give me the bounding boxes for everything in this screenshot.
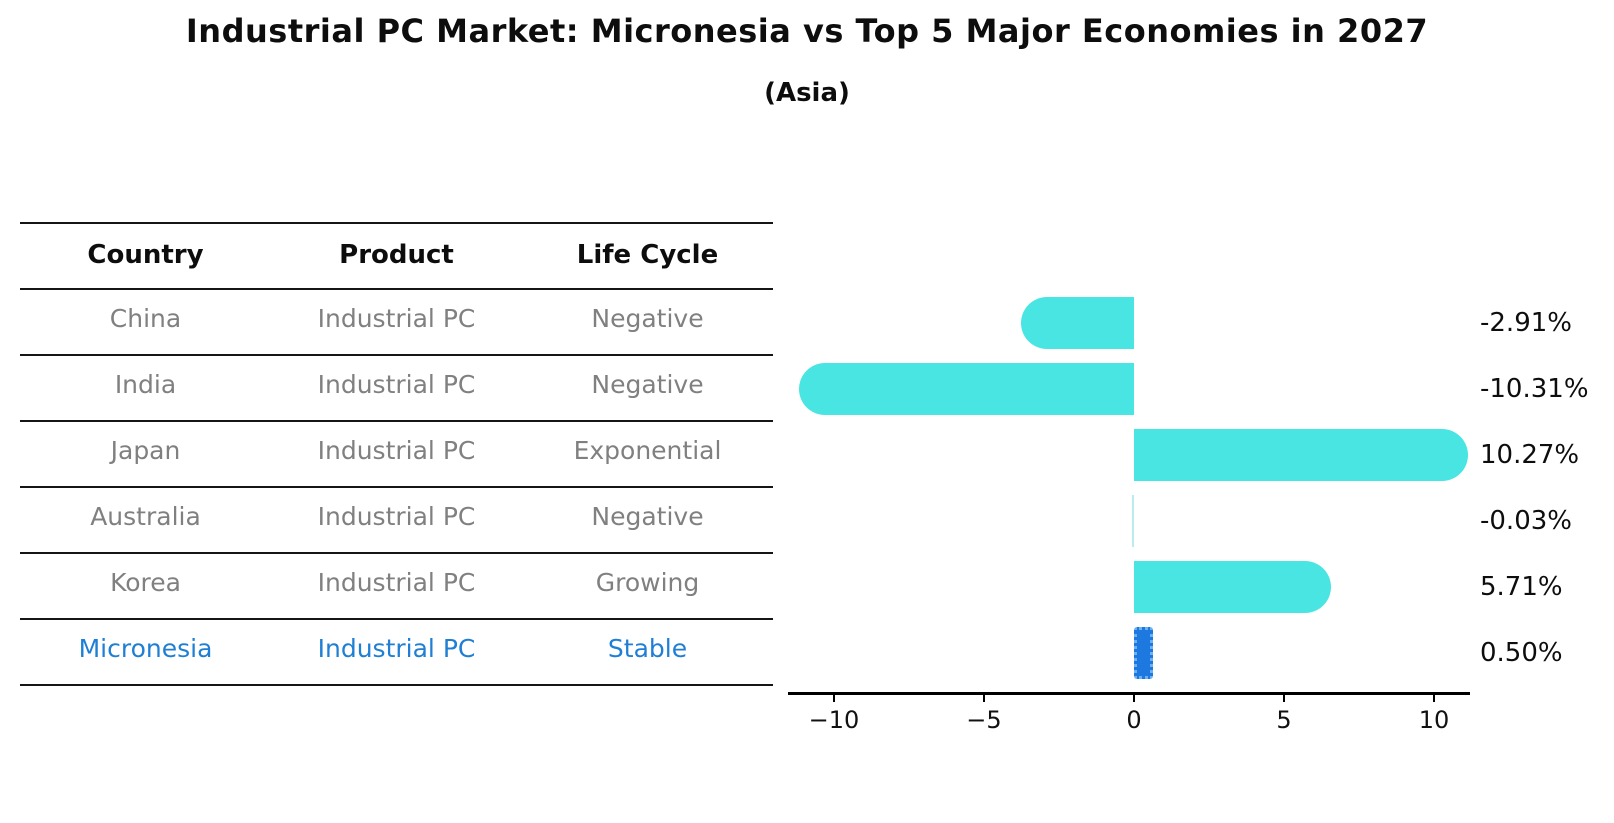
table-row-micronesia: Micronesia Industrial PC Stable	[20, 620, 773, 686]
value-label-japan: 10.27%	[1480, 440, 1580, 470]
value-label-korea: 5.71%	[1480, 572, 1563, 602]
table-header-lifecycle: Life Cycle	[576, 240, 719, 270]
cell-country: Japan	[110, 436, 181, 465]
table-header-product: Product	[339, 240, 454, 270]
cell-product: Industrial PC	[317, 634, 476, 663]
x-tick-label--5: −5	[966, 706, 1002, 734]
table-row-korea: Korea Industrial PC Growing	[20, 554, 773, 620]
x-tick--10	[833, 695, 835, 702]
cell-lifecycle: Negative	[591, 502, 704, 531]
x-tick-label-10: 10	[1418, 706, 1450, 734]
value-label-australia: -0.03%	[1480, 506, 1572, 536]
cell-product: Industrial PC	[317, 436, 476, 465]
cell-country: India	[114, 370, 177, 399]
x-tick-0	[1133, 695, 1135, 702]
bar-china	[1020, 297, 1134, 349]
x-tick--5	[983, 695, 985, 702]
cell-lifecycle: Negative	[591, 304, 704, 333]
chart-title: Industrial PC Market: Micronesia vs Top …	[185, 12, 1429, 50]
cell-product: Industrial PC	[317, 568, 476, 597]
bar-korea	[1134, 561, 1332, 613]
x-tick-label--10: −10	[808, 706, 860, 734]
bar-micronesia	[1134, 627, 1153, 679]
cell-country: Australia	[90, 502, 201, 531]
cell-country: Micronesia	[78, 634, 213, 663]
table-row-china: China Industrial PC Negative	[20, 290, 773, 356]
cell-product: Industrial PC	[317, 304, 476, 333]
bar-australia	[1132, 495, 1134, 547]
x-tick-label-5: 5	[1276, 706, 1292, 734]
cell-product: Industrial PC	[317, 370, 476, 399]
cell-lifecycle: Growing	[595, 568, 700, 597]
x-tick-5	[1283, 695, 1285, 702]
cell-country: China	[109, 304, 182, 333]
value-label-china: -2.91%	[1480, 308, 1572, 338]
table-header-row: Country Product Life Cycle	[20, 222, 773, 290]
x-axis	[788, 692, 1470, 695]
table-row-japan: Japan Industrial PC Exponential	[20, 422, 773, 488]
value-label-india: -10.31%	[1480, 374, 1589, 404]
table-row-australia: Australia Industrial PC Negative	[20, 488, 773, 554]
value-label-micronesia: 0.50%	[1480, 638, 1563, 668]
table-header-country: Country	[87, 240, 204, 270]
summary-table: Country Product Life Cycle China Industri…	[20, 222, 773, 686]
cell-lifecycle: Negative	[591, 370, 704, 399]
table-row-india: India Industrial PC Negative	[20, 356, 773, 422]
chart-subtitle: (Asia)	[764, 78, 850, 108]
cell-country: Korea	[110, 568, 181, 597]
bar-japan	[1134, 429, 1469, 481]
cell-lifecycle: Stable	[607, 634, 688, 663]
x-tick-label-0: 0	[1126, 706, 1142, 734]
table-body: China Industrial PC Negative India Industria…	[20, 290, 773, 686]
cell-lifecycle: Exponential	[573, 436, 722, 465]
cell-product: Industrial PC	[317, 502, 476, 531]
bar-india	[798, 363, 1134, 415]
x-tick-10	[1433, 695, 1435, 702]
